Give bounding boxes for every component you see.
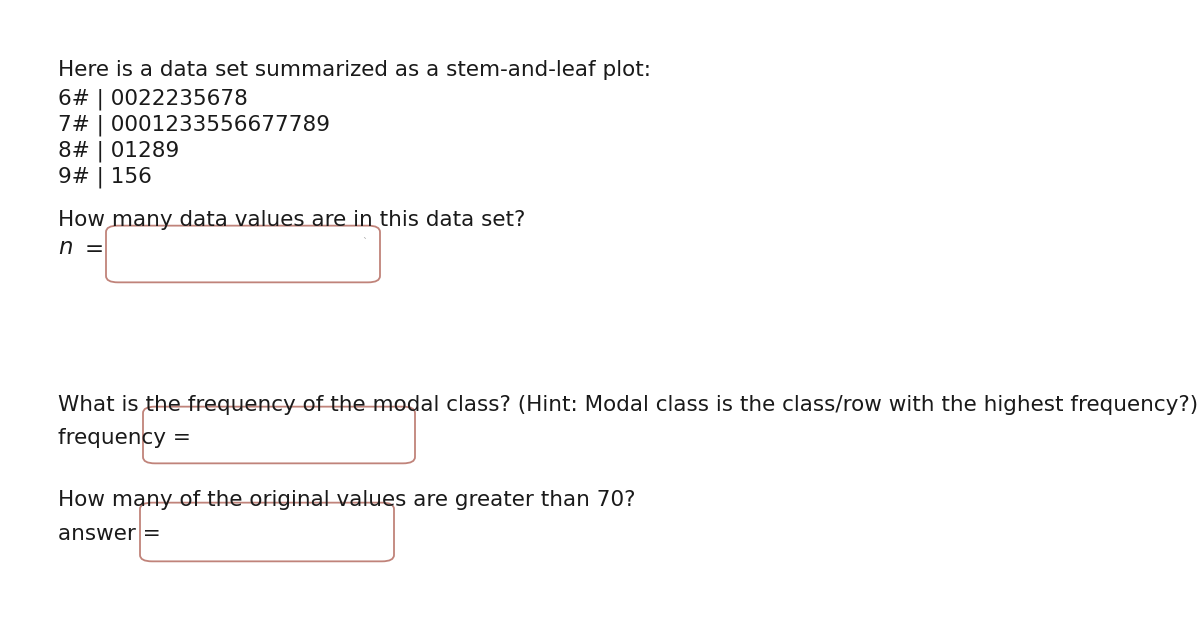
Text: 9# | 156: 9# | 156 bbox=[58, 166, 152, 187]
Text: 6# | 0022235678: 6# | 0022235678 bbox=[58, 88, 248, 109]
Text: frequency =: frequency = bbox=[58, 428, 191, 448]
Text: Here is a data set summarized as a stem-and-leaf plot:: Here is a data set summarized as a stem-… bbox=[58, 60, 650, 80]
Text: answer =: answer = bbox=[58, 524, 161, 544]
Text: How many of the original values are greater than 70?: How many of the original values are grea… bbox=[58, 490, 636, 510]
Text: $n$: $n$ bbox=[58, 236, 73, 260]
Text: $=$: $=$ bbox=[80, 236, 103, 260]
Text: What is the frequency of the modal class? (Hint: Modal class is the class/row wi: What is the frequency of the modal class… bbox=[58, 395, 1198, 415]
Text: `: ` bbox=[362, 238, 367, 248]
Text: 8# | 01289: 8# | 01289 bbox=[58, 140, 179, 161]
Text: How many data values are in this data set?: How many data values are in this data se… bbox=[58, 210, 526, 230]
Text: 7# | 0001233556677789: 7# | 0001233556677789 bbox=[58, 114, 330, 135]
